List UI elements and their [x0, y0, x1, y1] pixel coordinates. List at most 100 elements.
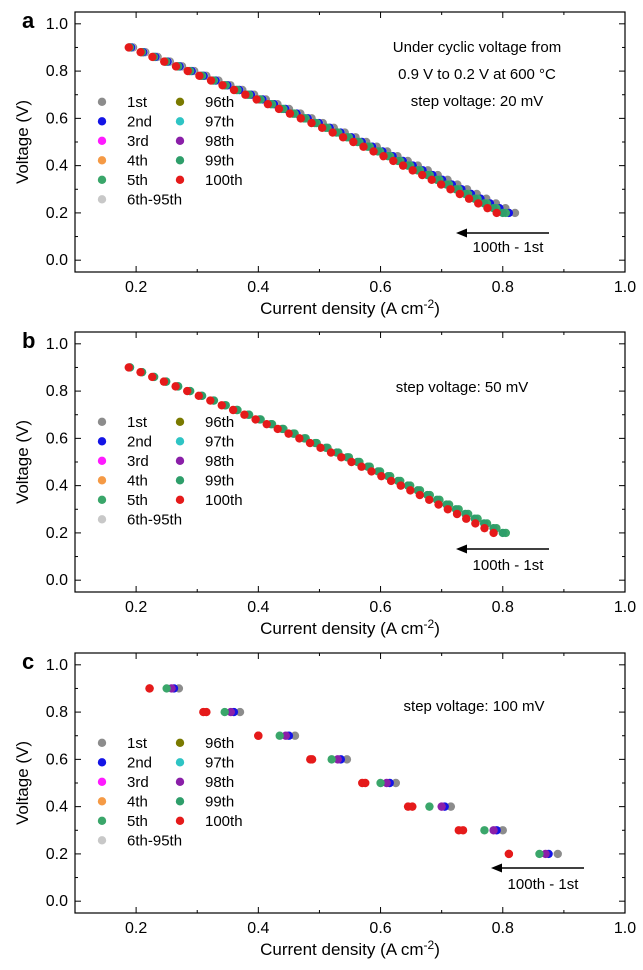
legend-marker: [97, 437, 107, 446]
data-point: [326, 448, 336, 457]
legend-marker: [97, 456, 107, 466]
data-point: [398, 161, 408, 170]
arrow-label: 100th - 1st: [508, 876, 580, 893]
data-point: [483, 203, 492, 213]
data-point: [498, 826, 507, 835]
x-tick-label: 0.2: [125, 920, 147, 937]
arrow-head: [456, 228, 467, 238]
y-tick-label: 0.0: [46, 252, 68, 269]
data-point: [220, 707, 229, 717]
data-point: [327, 755, 336, 764]
legend-label: 2nd: [127, 433, 152, 450]
data-point: [338, 133, 348, 142]
annotation-text: step voltage: 50 mV: [396, 379, 529, 396]
arrow-label: 100th - 1st: [473, 557, 545, 574]
legend-marker: [175, 417, 185, 427]
y-axis-label: Voltage (V): [13, 741, 32, 825]
y-tick-label: 0.4: [46, 799, 68, 816]
legend-label: 4th: [127, 472, 148, 489]
data-point: [510, 208, 520, 218]
legend-marker: [97, 836, 107, 845]
data-point: [553, 849, 562, 859]
panel-label: a: [22, 8, 35, 33]
data-point: [136, 367, 145, 377]
data-point: [273, 424, 282, 434]
legend-label: 3rd: [127, 453, 149, 470]
y-axis-label: Voltage (V): [13, 420, 32, 504]
data-point: [415, 490, 425, 500]
legend-label: 99th: [205, 793, 234, 810]
data-point: [367, 467, 376, 476]
legend-marker: [97, 175, 107, 185]
data-point: [171, 62, 181, 71]
y-tick-label: 0.4: [46, 158, 68, 175]
data-point: [408, 166, 417, 175]
data-point: [159, 377, 169, 386]
data-point: [229, 85, 239, 95]
data-point: [206, 76, 216, 85]
legend-marker: [175, 175, 185, 185]
legend-marker: [175, 456, 185, 466]
data-point: [406, 486, 415, 495]
x-tick-label: 1.0: [614, 599, 636, 616]
data-point: [296, 114, 305, 123]
legend-label: 96th: [205, 414, 234, 431]
data-point: [377, 471, 386, 481]
data-point: [403, 802, 413, 811]
data-point: [504, 849, 514, 859]
plot-frame: [74, 652, 626, 914]
legend-marker: [175, 437, 185, 446]
data-point: [458, 826, 468, 835]
x-axis-label: Current density (A cm-2): [260, 938, 440, 959]
legend-label: 2nd: [127, 113, 152, 130]
legend-label: 97th: [205, 433, 234, 450]
legend-marker: [97, 738, 107, 748]
data-point: [396, 481, 405, 490]
y-tick-label: 1.0: [46, 336, 68, 353]
data-point: [391, 778, 401, 788]
data-point: [425, 495, 434, 505]
data-point: [462, 514, 471, 523]
x-tick-label: 0.4: [247, 279, 269, 296]
panel-c: c 0.2 0.4 0.6 0.8 1.0 0.0 0.2 0.4 0.6 0.8 1.0 Curren…: [13, 649, 636, 959]
legend-marker: [97, 495, 107, 505]
data-point: [306, 755, 315, 764]
annotation-text: step voltage: 100 mV: [404, 698, 545, 715]
data-point: [446, 185, 455, 194]
legend-label: 98th: [205, 774, 234, 791]
data-point: [379, 151, 388, 161]
arrow-head: [491, 863, 502, 873]
data-point: [337, 453, 346, 462]
legend-marker: [97, 758, 107, 767]
legend-marker: [175, 758, 185, 767]
legend-label: 96th: [205, 94, 234, 111]
legend-marker: [97, 97, 107, 107]
legend-marker: [97, 797, 107, 806]
data-point: [464, 194, 474, 203]
data-point: [275, 731, 284, 740]
data-point: [347, 457, 356, 467]
arrow-head: [456, 544, 467, 554]
panel-label: c: [22, 649, 34, 674]
legend-marker: [175, 476, 185, 485]
legend-marker: [175, 97, 185, 107]
panel-label: b: [22, 328, 35, 353]
data-point: [452, 509, 462, 519]
y-tick-label: 0.8: [46, 704, 68, 721]
legend-marker: [175, 777, 185, 787]
y-tick-label: 1.0: [46, 16, 68, 33]
data-point: [480, 826, 489, 835]
x-tick-label: 0.6: [369, 599, 391, 616]
data-point: [425, 802, 434, 811]
data-point: [427, 175, 436, 185]
data-point: [252, 95, 261, 104]
data-point: [183, 66, 192, 76]
data-point: [262, 419, 271, 429]
legend-label: 5th: [127, 172, 148, 189]
data-point: [342, 755, 352, 764]
y-tick-label: 0.8: [46, 63, 68, 80]
legend-marker: [175, 117, 185, 126]
data-point: [241, 90, 250, 99]
legend-label: 1st: [127, 414, 148, 431]
